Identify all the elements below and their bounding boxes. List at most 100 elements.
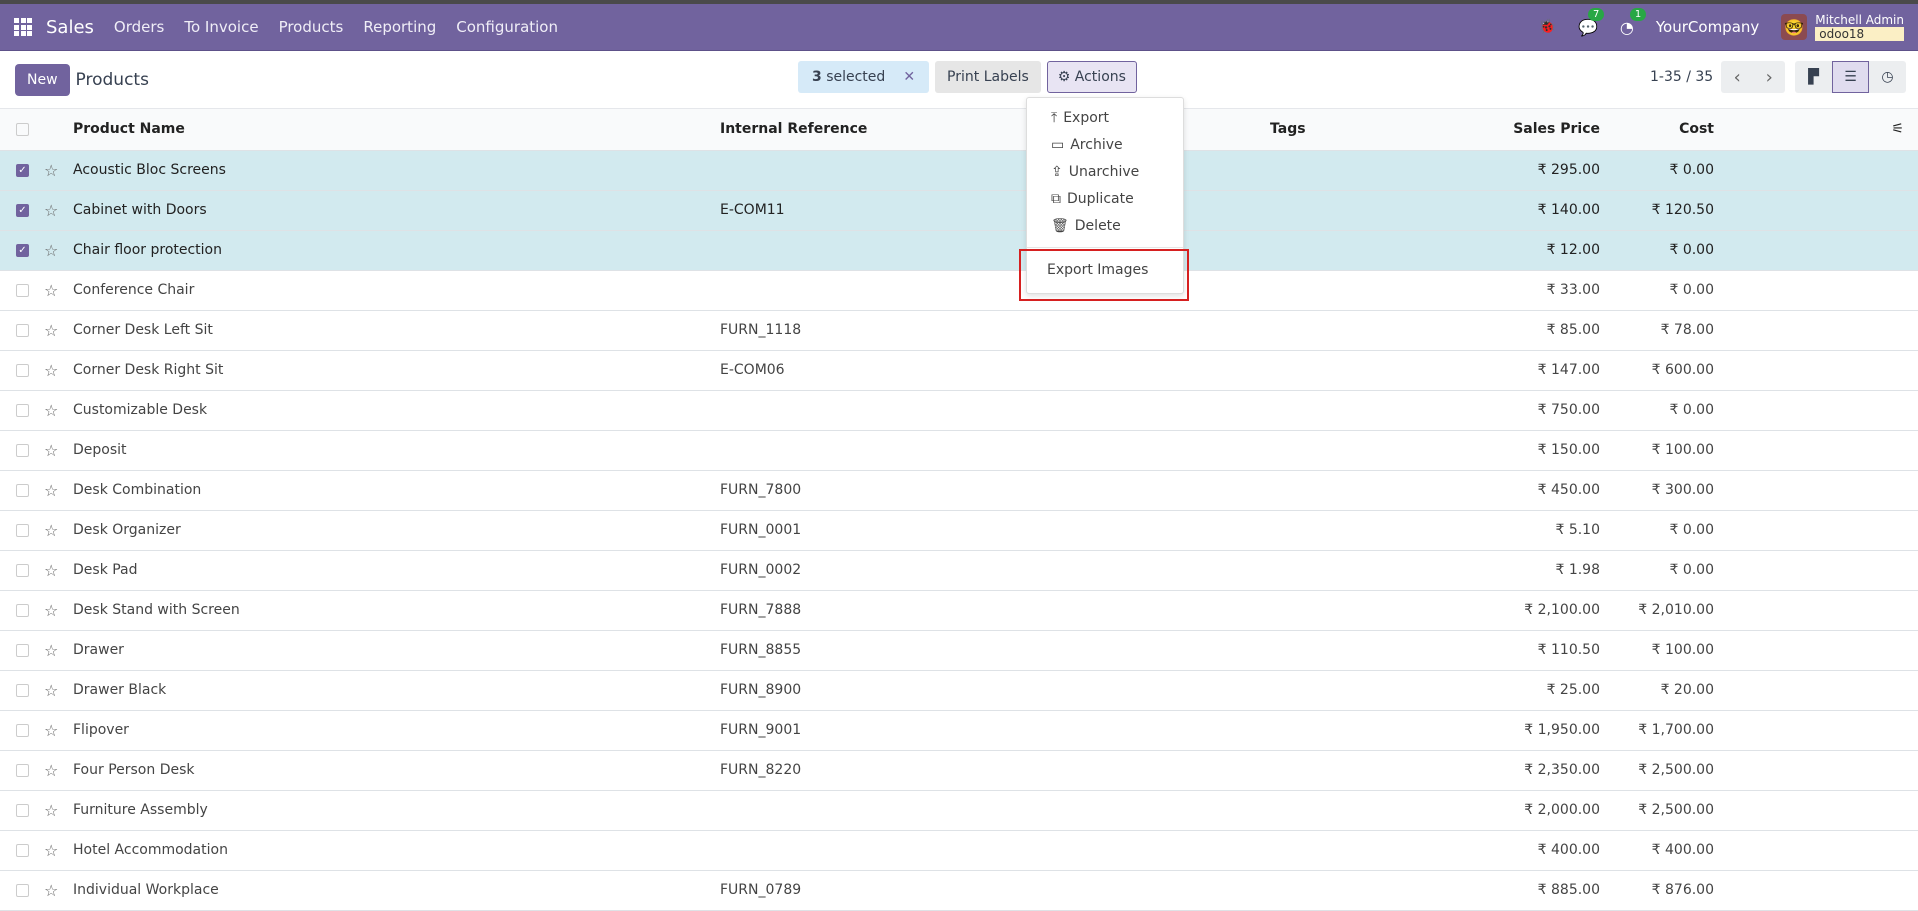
row-checkbox[interactable]: ✓ — [16, 163, 29, 177]
menu-item-export-images[interactable]: Export Images — [1047, 261, 1149, 278]
messages-button[interactable]: 💬 7 — [1578, 7, 1605, 37]
select-all-checkbox[interactable] — [16, 122, 29, 136]
table-row[interactable]: ☆ Drawer Black FURN_8900 ₹ 25.00 ₹ 20.00 — [0, 670, 1918, 711]
activity-view-icon[interactable]: ◷ — [1881, 69, 1894, 85]
table-row[interactable]: ☆ Hotel Accommodation ₹ 400.00 ₹ 400.00 — [0, 830, 1918, 871]
activities-button[interactable]: ◔ 1 — [1620, 7, 1647, 37]
row-checkbox[interactable] — [16, 843, 29, 857]
star-icon[interactable]: ☆ — [44, 280, 59, 300]
star-icon[interactable]: ☆ — [44, 600, 59, 620]
row-checkbox[interactable] — [16, 363, 29, 377]
star-icon[interactable]: ☆ — [44, 360, 59, 380]
chevron-left-icon[interactable]: ‹ — [1733, 66, 1741, 88]
menu-item-delete[interactable]: 🗑 Delete — [1027, 212, 1183, 239]
row-checkbox[interactable] — [16, 483, 29, 497]
star-icon[interactable]: ☆ — [44, 320, 59, 340]
print-labels-button[interactable]: Print Labels — [935, 61, 1041, 93]
table-row[interactable]: ☆ Desk Organizer FURN_0001 ₹ 5.10 ₹ 0.00 — [0, 510, 1918, 551]
new-button[interactable]: New — [15, 63, 70, 96]
star-icon[interactable]: ☆ — [44, 240, 59, 260]
menu-configuration[interactable]: Configuration — [456, 18, 558, 36]
row-checkbox[interactable] — [16, 523, 29, 537]
menu-item-export[interactable]: ⤒ Export — [1027, 104, 1183, 131]
menu-item-archive[interactable]: ▭ Archive — [1027, 131, 1183, 158]
menu-reporting[interactable]: Reporting — [363, 18, 437, 36]
star-icon[interactable]: ☆ — [44, 840, 59, 860]
row-checkbox[interactable] — [16, 803, 29, 817]
bug-icon[interactable]: 🐞 — [1538, 19, 1556, 35]
menu-item-unarchive[interactable]: ⇪ Unarchive — [1027, 158, 1183, 185]
row-checkbox[interactable]: ✓ — [16, 203, 29, 217]
table-row[interactable]: ☆ Desk Pad FURN_0002 ₹ 1.98 ₹ 0.00 — [0, 550, 1918, 591]
table-row[interactable]: ☆ Flipover FURN_9001 ₹ 1,950.00 ₹ 1,700.… — [0, 710, 1918, 751]
chevron-right-icon[interactable]: › — [1765, 66, 1773, 88]
list-view-icon[interactable]: ☰ — [1832, 61, 1869, 93]
header-product-name[interactable]: Product Name — [73, 109, 720, 151]
row-checkbox[interactable] — [16, 283, 29, 297]
table-row[interactable]: ☆ Corner Desk Right Sit E-COM06 ₹ 147.00… — [0, 350, 1918, 391]
table-row[interactable]: ☆ Deposit ₹ 150.00 ₹ 100.00 — [0, 430, 1918, 471]
star-icon[interactable]: ☆ — [44, 160, 59, 180]
row-checkbox[interactable] — [16, 643, 29, 657]
menu-products[interactable]: Products — [278, 18, 344, 36]
row-checkbox[interactable] — [16, 683, 29, 697]
actions-button[interactable]: ⚙ Actions — [1046, 61, 1137, 93]
table-row[interactable]: ☆ Customizable Desk ₹ 750.00 ₹ 0.00 — [0, 390, 1918, 431]
table-row[interactable]: ☆ Furniture Assembly ₹ 2,000.00 ₹ 2,500.… — [0, 790, 1918, 831]
star-icon[interactable]: ☆ — [44, 200, 59, 220]
table-row[interactable]: ☆ Individual Workplace FURN_0789 ₹ 885.0… — [0, 870, 1918, 911]
row-checkbox[interactable] — [16, 763, 29, 777]
table-row[interactable]: ✓ ☆ Chair floor protection ₹ 12.00 ₹ 0.0… — [0, 230, 1918, 271]
star-icon[interactable]: ☆ — [44, 400, 59, 420]
table-row[interactable]: ☆ Drawer FURN_8855 ₹ 110.50 ₹ 100.00 — [0, 630, 1918, 671]
internal-reference — [720, 390, 1270, 431]
user-menu[interactable]: Mitchell Admin odoo18 — [1815, 13, 1904, 41]
star-icon[interactable]: ☆ — [44, 800, 59, 820]
star-icon[interactable]: ☆ — [44, 760, 59, 780]
table-row[interactable]: ☆ Desk Stand with Screen FURN_7888 ₹ 2,1… — [0, 590, 1918, 631]
row-checkbox[interactable] — [16, 723, 29, 737]
clear-selection-icon[interactable]: ✕ — [903, 69, 916, 85]
header-internal-reference[interactable]: Internal Reference — [720, 109, 1270, 151]
star-icon[interactable]: ☆ — [44, 720, 59, 740]
star-icon[interactable]: ☆ — [44, 520, 59, 540]
table-row[interactable]: ☆ Desk Combination FURN_7800 ₹ 450.00 ₹ … — [0, 470, 1918, 511]
row-checkbox[interactable] — [16, 883, 29, 897]
tags — [1270, 150, 1470, 191]
menu-to-invoice[interactable]: To Invoice — [184, 18, 259, 36]
menu-orders[interactable]: Orders — [113, 18, 165, 36]
row-checkbox[interactable] — [16, 603, 29, 617]
table-row[interactable]: ☆ Corner Desk Left Sit FURN_1118 ₹ 85.00… — [0, 310, 1918, 351]
product-name: Chair floor protection — [73, 230, 720, 271]
company-switcher[interactable]: YourCompany — [1655, 18, 1760, 36]
kanban-view-icon[interactable]: ▛ — [1808, 69, 1819, 85]
table-row[interactable]: ✓ ☆ Acoustic Bloc Screens ₹ 295.00 ₹ 0.0… — [0, 150, 1918, 191]
row-checkbox[interactable] — [16, 563, 29, 577]
star-icon[interactable]: ☆ — [44, 680, 59, 700]
optional-columns-icon[interactable]: ⚟ — [1728, 109, 1918, 151]
table-row[interactable]: ✓ ☆ Cabinet with Doors E-COM11 ₹ 140.00 … — [0, 190, 1918, 231]
header-tags[interactable]: Tags — [1270, 109, 1470, 151]
row-checkbox[interactable]: ✓ — [16, 243, 29, 257]
app-name[interactable]: Sales — [46, 16, 94, 38]
header-cost[interactable]: Cost — [1614, 109, 1728, 151]
menu-item-duplicate[interactable]: ⧉ Duplicate — [1027, 185, 1183, 212]
internal-reference: FURN_7888 — [720, 590, 1270, 631]
row-checkbox[interactable] — [16, 443, 29, 457]
apps-grid-icon[interactable] — [14, 18, 32, 36]
table-row[interactable]: ☆ Conference Chair ₹ 33.00 ₹ 0.00 — [0, 270, 1918, 311]
header-sales-price[interactable]: Sales Price — [1470, 109, 1614, 151]
star-icon[interactable]: ☆ — [44, 440, 59, 460]
row-checkbox[interactable] — [16, 403, 29, 417]
row-checkbox[interactable] — [16, 323, 29, 337]
star-icon[interactable]: ☆ — [44, 640, 59, 660]
pager-value[interactable]: 1-35 / 35 — [1650, 69, 1714, 85]
avatar[interactable]: 🤓 — [1781, 14, 1808, 40]
tags — [1270, 430, 1470, 471]
internal-reference — [720, 430, 1270, 471]
star-icon[interactable]: ☆ — [44, 560, 59, 580]
star-icon[interactable]: ☆ — [44, 480, 59, 500]
product-name: Customizable Desk — [73, 390, 720, 431]
table-row[interactable]: ☆ Four Person Desk FURN_8220 ₹ 2,350.00 … — [0, 750, 1918, 791]
star-icon[interactable]: ☆ — [44, 880, 59, 900]
